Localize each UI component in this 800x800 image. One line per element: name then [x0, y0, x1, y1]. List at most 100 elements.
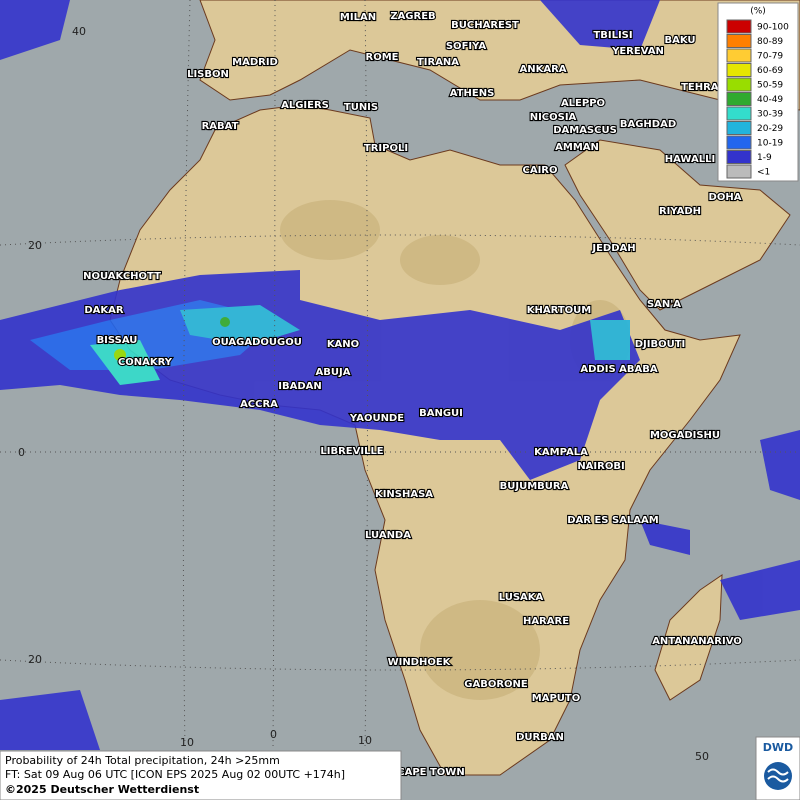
legend-label: 10-19 — [757, 139, 783, 149]
city-label: DOHA — [709, 192, 742, 203]
city-label: LUANDA — [365, 530, 411, 541]
legend-swatch — [726, 77, 752, 92]
city-label: TEHRAN — [681, 82, 727, 93]
city-label: MILAN — [340, 12, 376, 23]
legend-label: 20-29 — [757, 124, 783, 134]
legend-swatch — [726, 135, 752, 150]
city-label: JEDDAH — [591, 243, 635, 254]
city-label: TUNIS — [344, 102, 378, 113]
legend-label: 80-89 — [757, 37, 783, 47]
legend-swatch — [726, 121, 752, 135]
logo-text: DWD — [763, 741, 793, 754]
legend-swatch — [726, 19, 752, 34]
grid-label: 50 — [695, 750, 709, 763]
city-label: SOFIYA — [446, 41, 487, 52]
grid-label: 40 — [72, 25, 86, 38]
city-label: ALGIERS — [281, 100, 329, 111]
precipitation — [0, 0, 800, 750]
city-label: KINSHASA — [375, 489, 433, 500]
legend-items: 90-100 80-89 70-79 60-69 50-59 40-49 30-39 20-2… — [726, 19, 789, 179]
city-label: WINDHOEK — [388, 657, 452, 668]
city-label: KAMPALA — [534, 447, 588, 458]
grid-label: 0 — [18, 446, 25, 459]
city-label: OUAGADOUGOU — [212, 337, 302, 348]
city-label: ALEPPO — [561, 98, 605, 109]
grid-label: 10 — [358, 734, 372, 747]
city-label: TBILISI — [593, 30, 632, 41]
city-label: MADRID — [232, 57, 278, 68]
city-label: CAIRO — [523, 165, 558, 176]
city-label: DAKAR — [84, 305, 124, 316]
city-label: RABAT — [202, 121, 239, 132]
grid-label: 10 — [180, 736, 194, 749]
city-label: BISSAU — [97, 335, 138, 346]
city-label: ZAGREB — [390, 11, 435, 22]
city-label: MOGADISHU — [650, 430, 720, 441]
city-label: BAKU — [664, 35, 695, 46]
caption: Probability of 24h Total precipitation, … — [0, 750, 402, 800]
city-label: DAMASCUS — [553, 125, 617, 136]
legend-label: 60-69 — [757, 66, 783, 76]
copyright: ©2025 Deutscher Wetterdienst — [5, 783, 199, 796]
city-label: DJIBOUTI — [635, 339, 686, 350]
city-label: ANKARA — [519, 64, 566, 75]
city-label: LUSAKA — [499, 592, 544, 603]
legend-label: 50-59 — [757, 81, 783, 91]
caption-line: Probability of 24h Total precipitation, … — [5, 754, 280, 767]
city-label: TIRANA — [417, 57, 459, 68]
city-label: BANGUI — [419, 408, 463, 419]
legend-swatch — [726, 63, 752, 77]
legend-swatch — [726, 92, 752, 106]
city-label: HAWALLI — [665, 154, 715, 165]
city-label: ABUJA — [316, 367, 351, 378]
legend-label: 70-79 — [757, 52, 783, 62]
city-label: RIYADH — [659, 206, 701, 217]
city-label: NAIROBI — [577, 461, 624, 472]
legend-swatch — [726, 34, 752, 48]
city-label: NICOSIA — [530, 112, 577, 123]
legend-swatch — [726, 106, 752, 121]
city-label: CONAKRY — [118, 357, 173, 368]
city-label: KANO — [327, 339, 359, 350]
legend-swatch — [726, 164, 752, 179]
city-label: ADDIS ABABA — [580, 364, 657, 375]
caption-line: FT: Sat 09 Aug 06 UTC [ICON EPS 2025 Aug… — [5, 768, 345, 781]
legend-swatch — [726, 150, 752, 164]
city-label: YAOUNDE — [349, 413, 404, 424]
legend-label: 90-100 — [757, 23, 789, 33]
city-label: DURBAN — [516, 732, 564, 743]
grid-label: 0 — [270, 728, 277, 741]
city-label: ACCRA — [240, 399, 278, 410]
city-label: BUCHAREST — [451, 20, 519, 31]
city-label: CAPE TOWN — [397, 767, 464, 778]
city-label: KHARTOUM — [527, 305, 592, 316]
city-label: GABORONE — [464, 679, 528, 690]
grid-label: 20 — [28, 653, 42, 666]
legend-swatch — [726, 48, 752, 63]
city-label: ATHENS — [450, 88, 495, 99]
city-label: ROME — [366, 52, 399, 63]
city-label: DAR ES SALAAM — [567, 515, 659, 526]
legend-label: 40-49 — [757, 95, 783, 105]
city-label: LISBON — [187, 69, 229, 80]
city-label: MAPUTO — [532, 693, 580, 704]
city-label: IBADAN — [278, 381, 322, 392]
legend-label: 1-9 — [757, 153, 772, 163]
city-label: BAGHDAD — [620, 119, 676, 130]
legend-title: (%) — [750, 7, 766, 17]
city-label: HARARE — [523, 616, 569, 627]
legend-label: <1 — [757, 168, 770, 178]
logo: DWD — [755, 736, 800, 800]
city-label: LIBREVILLE — [320, 446, 383, 457]
city-label: YEREVAN — [611, 46, 664, 57]
cities: MILAN ZAGREB BUCHAREST SOFIYA ROME TIRANA ATHE… — [82, 10, 743, 779]
grid-labels: 40 20 0 20 10 0 10 50 — [18, 25, 709, 763]
city-label: TRIPOLI — [364, 143, 408, 154]
caption-box — [0, 750, 402, 800]
graticule — [0, 0, 800, 751]
city-label: NOUAKCHOTT — [83, 271, 161, 282]
grid-label: 20 — [28, 239, 42, 252]
legend: (%) 90-100 80-89 70-79 60-69 50-59 40-49 30-39… — [717, 2, 799, 182]
city-label: ANTANANARIVO — [652, 636, 742, 647]
